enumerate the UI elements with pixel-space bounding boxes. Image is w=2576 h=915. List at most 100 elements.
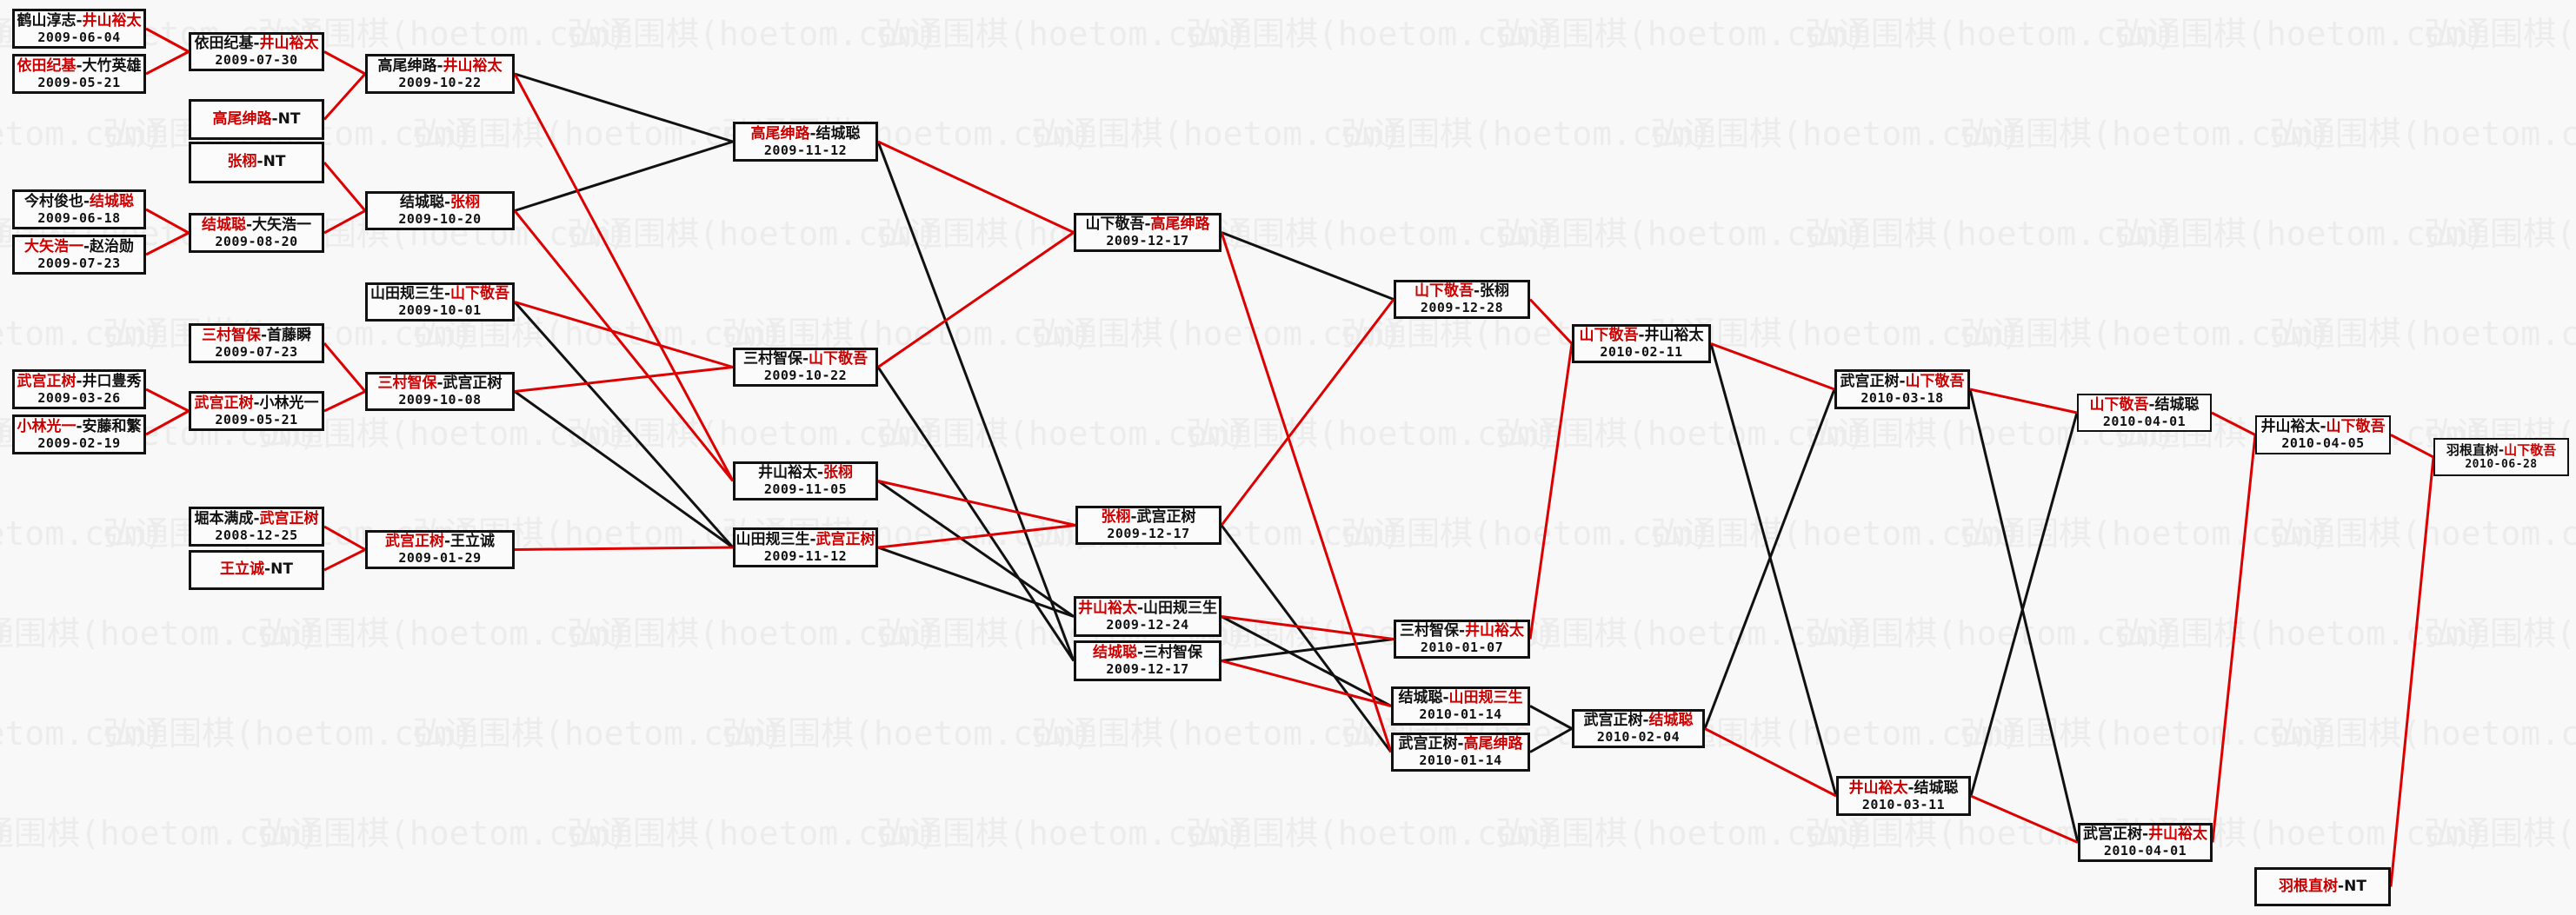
- match-players: 结城聪-三村智保: [1093, 645, 1202, 661]
- match-box-A9[interactable]: 三村智保-首藤瞬 2009-07-23: [189, 323, 324, 363]
- watermark-text: 弘通围棋(hoetom.com): [567, 15, 938, 53]
- match-box-D2[interactable]: 张栩-武宫正树 2009-12-17: [1075, 506, 1221, 545]
- match-box-A11[interactable]: 高尾绅路-NT: [189, 99, 324, 140]
- winner-path-line: [323, 548, 366, 572]
- watermark-text: 弘通围棋(hoetom.com): [1031, 714, 1402, 753]
- match-box-C2[interactable]: 三村智保-山下敬吾 2009-10-22: [733, 348, 878, 387]
- player-name: 山田规三生: [369, 285, 444, 303]
- match-box-B5[interactable]: 武宫正树-王立诚 2009-01-29: [365, 530, 515, 569]
- winner-player-name: 武宫正树: [194, 394, 254, 412]
- match-box-A7[interactable]: 堀本满成-武宫正树 2008-12-25: [189, 507, 324, 547]
- match-box-I2[interactable]: 羽根直树-NT: [2254, 867, 2391, 906]
- match-box-F1[interactable]: 山下敬吾-井山裕太 2010-02-11: [1572, 324, 1711, 363]
- name-separator: -: [1136, 644, 1144, 662]
- winner-path-line: [877, 480, 1076, 527]
- match-box-J1[interactable]: 羽根直树-山下敬吾 2010-06-28: [2433, 438, 2569, 476]
- match-players: 三村智保-首藤瞬: [202, 327, 311, 344]
- watermark-text: 弘通围棋(hoetom.com): [2424, 614, 2576, 653]
- watermark-text: 弘通围棋(hoetom.com): [1186, 814, 1557, 852]
- watermark-text: 弘通围棋(hoetom.com): [257, 814, 629, 852]
- match-players: 高尾绅路-NT: [213, 110, 301, 128]
- match-box-B3[interactable]: 山田规三生-山下敬吾 2009-10-01: [365, 282, 515, 322]
- match-players: 张栩-武宫正树: [1101, 509, 1195, 526]
- match-box-B2[interactable]: 结城聪-张栩 2009-10-20: [365, 191, 515, 230]
- player-name: 井山裕太: [757, 464, 817, 482]
- match-box-D3[interactable]: 井山裕太-山田规三生 2009-12-24: [1074, 596, 1221, 637]
- winner-player-name: 井山裕太: [443, 56, 503, 75]
- watermark-text: 弘通围棋(hoetom.com): [0, 814, 319, 852]
- winner-path-line: [145, 50, 190, 76]
- match-box-A13[interactable]: 结城聪-大矢浩一 2009-08-20: [189, 213, 324, 253]
- match-box-A3[interactable]: 今村俊也-结城聪 2009-06-18: [12, 189, 146, 229]
- name-separator: -: [816, 464, 824, 482]
- match-date: 2010-04-05: [2281, 435, 2365, 452]
- watermark-text: 弘通围棋(hoetom.com): [1186, 414, 1557, 453]
- winner-player-name: 大矢浩一: [23, 237, 83, 255]
- match-box-A4[interactable]: 大矢浩一-赵治勋 2009-07-23: [12, 235, 146, 275]
- match-box-I1[interactable]: 井山裕太-山下敬吾 2010-04-05: [2255, 415, 2391, 454]
- name-separator: -: [264, 560, 271, 579]
- watermark-text: 弘通围棋(hoetom.com): [1805, 215, 2176, 253]
- match-date: 2010-03-18: [1860, 389, 1944, 406]
- match-box-E2[interactable]: 三村智保-井山裕太 2010-01-07: [1394, 620, 1530, 659]
- match-box-D4[interactable]: 结城聪-三村智保 2009-12-17: [1074, 640, 1221, 681]
- watermark-text: 弘通围棋(hoetom.com): [2424, 15, 2576, 53]
- match-box-A1[interactable]: 鹤山淳志-井山裕太 2009-06-04: [12, 9, 146, 49]
- match-players: 王立诚-NT: [220, 561, 293, 578]
- match-box-A6[interactable]: 小林光一-安藤和繁 2009-02-19: [12, 414, 146, 454]
- match-players: 武宫正树-结城聪: [1583, 713, 1693, 729]
- match-box-D1[interactable]: 山下敬吾-高尾绅路 2009-12-17: [1074, 213, 1221, 252]
- watermark-text: 弘通围棋(hoetom.com): [103, 714, 474, 753]
- match-box-C4[interactable]: 山田规三生-武宫正树 2009-11-12: [733, 527, 878, 567]
- winner-path-line: [323, 209, 366, 235]
- winner-player-name: 武宫正树: [384, 533, 444, 551]
- player-name: 大竹英雄: [82, 56, 142, 75]
- watermark-text: 弘通围棋(hoetom.com): [1805, 15, 2176, 53]
- winner-player-name: 山下敬吾: [2089, 395, 2149, 414]
- player-name: NT: [263, 153, 286, 171]
- match-box-A14[interactable]: 武宫正树-小林光一 2009-05-21: [189, 391, 324, 431]
- match-box-H1[interactable]: 山下敬吾-结城聪 2010-04-01: [2077, 394, 2212, 432]
- match-box-G2[interactable]: 井山裕太-结城聪 2010-03-11: [1836, 776, 1971, 816]
- match-box-E4[interactable]: 武宫正树-高尾绅路 2010-01-14: [1391, 733, 1530, 772]
- match-box-C3[interactable]: 井山裕太-张栩 2009-11-05: [733, 461, 878, 501]
- match-players: 高尾绅路-结城聪: [750, 124, 860, 143]
- loser-path-line: [876, 141, 1075, 662]
- match-players: 大矢浩一-赵治勋: [23, 237, 134, 255]
- winner-path-line: [513, 73, 735, 482]
- match-box-C1[interactable]: 高尾绅路-结城聪 2009-11-12: [733, 122, 878, 162]
- watermark-text: 弘通围棋(hoetom.com): [2269, 514, 2576, 553]
- match-date: 2010-01-14: [1419, 706, 1502, 723]
- match-box-E1[interactable]: 山下敬吾-张栩 2009-12-28: [1394, 280, 1530, 319]
- name-separator: -: [2148, 395, 2155, 414]
- match-box-H2[interactable]: 武宫正树-井山裕太 2010-04-01: [2078, 823, 2213, 862]
- winner-player-name: 羽根直树: [2279, 877, 2339, 895]
- match-date: 2009-10-22: [398, 74, 482, 90]
- winner-path-line: [145, 409, 190, 436]
- winner-player-name: 高尾绅路: [1463, 735, 1523, 753]
- winner-path-line: [877, 524, 1076, 549]
- watermark-text: 弘通围棋(hoetom.com): [722, 714, 1093, 753]
- match-box-B4[interactable]: 三村智保-武宫正树 2009-10-08: [365, 372, 515, 411]
- match-box-F2[interactable]: 武宫正树-结城聪 2010-02-04: [1572, 709, 1705, 748]
- winner-player-name: 结城聪: [1092, 644, 1137, 662]
- name-separator: -: [76, 417, 83, 435]
- watermark-text: 弘通围棋(hoetom.com): [1186, 15, 1557, 53]
- player-name: 安藤和繁: [82, 417, 142, 435]
- name-separator: -: [443, 533, 451, 551]
- match-box-B1[interactable]: 高尾绅路-井山裕太 2009-10-22: [365, 54, 515, 94]
- name-separator: -: [256, 153, 263, 171]
- winner-player-name: 王立诚: [220, 560, 265, 579]
- match-box-A10[interactable]: 依田纪基-井山裕太 2009-07-30: [189, 32, 324, 71]
- match-box-A8[interactable]: 王立诚-NT: [189, 550, 324, 590]
- match-box-G1[interactable]: 武宫正树-山下敬吾 2010-03-18: [1834, 369, 1970, 409]
- match-box-A12[interactable]: 张栩-NT: [189, 142, 324, 183]
- winner-player-name: 高尾绅路: [750, 124, 810, 143]
- name-separator: -: [2498, 441, 2505, 458]
- match-box-E3[interactable]: 结城聪-山田规三生 2010-01-14: [1391, 686, 1530, 726]
- match-box-A5[interactable]: 武宫正树-井口豊秀 2009-03-26: [12, 369, 146, 409]
- match-players: 三村智保-武宫正树: [377, 375, 502, 392]
- match-box-A2[interactable]: 依田纪基-大竹英雄 2009-05-21: [12, 54, 146, 94]
- loser-path-line: [513, 301, 735, 548]
